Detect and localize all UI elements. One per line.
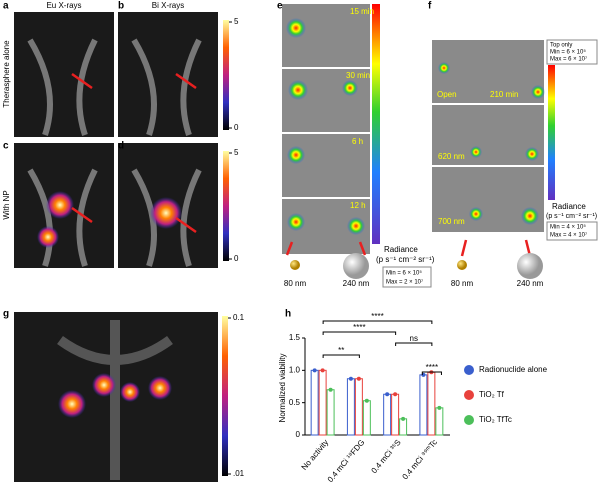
column-title: Bi X-rays <box>152 1 184 10</box>
note: Top only <box>550 43 572 49</box>
legend-marker <box>464 415 474 425</box>
bar-point <box>348 376 353 381</box>
legend-label: TiO₂ Tf <box>479 390 505 399</box>
bar <box>383 393 392 436</box>
bar-point <box>401 416 406 421</box>
time-label: 12 h <box>350 201 366 210</box>
significance-bracket <box>322 331 397 335</box>
y-tick-label: 1.0 <box>289 365 301 374</box>
y-tick-label: 0.5 <box>289 398 301 407</box>
legend-marker <box>464 365 474 375</box>
significance-label: **** <box>371 312 383 321</box>
bar <box>326 389 335 436</box>
bar <box>346 378 355 436</box>
bar-point <box>328 387 333 392</box>
significance-bracket <box>395 342 433 346</box>
panel-letter: g <box>3 309 9 320</box>
size-label: 240 nm <box>343 279 370 288</box>
x-tick-label: 0.4 mCi ¹⁸FDG <box>326 438 367 484</box>
bar-point <box>356 376 361 381</box>
size-label: 240 nm <box>517 279 544 288</box>
legend-label: Radionuclide alone <box>479 365 548 374</box>
bar <box>419 374 428 436</box>
radiance-unit: (p s⁻¹ cm⁻² sr⁻¹) <box>546 213 597 220</box>
panel-letter: d <box>118 141 124 152</box>
bar-point <box>364 398 369 403</box>
row-title: With NP <box>2 190 11 219</box>
colorbar-tick-label: 5 <box>234 148 239 157</box>
significance-label: ** <box>338 346 344 355</box>
condition-label: Open <box>437 90 457 99</box>
significance-label: ns <box>410 334 418 343</box>
panels-ab-cd: a b c d Eu X-rays Bi X-rays Therasphere … <box>2 1 229 268</box>
range-label: Max = 2 × 10⁷ <box>386 279 423 286</box>
bar <box>435 407 444 436</box>
time-label: 30 min <box>346 71 370 80</box>
legend-marker <box>464 390 474 400</box>
colorbar-tick-label: .01 <box>233 469 245 478</box>
colorbar-tick-label: 0 <box>234 254 239 263</box>
bar-point <box>385 392 390 397</box>
condition-label: 700 nm <box>438 217 465 226</box>
panel-e: 15 min 30 min 6 h 12 h 80 nm 240 nm Radi… <box>277 1 435 288</box>
panel-letter: c <box>3 141 9 152</box>
bar <box>354 378 363 436</box>
range-label: Min = 6 × 10⁵ <box>386 270 422 277</box>
bar <box>318 369 327 436</box>
bar-point <box>312 368 317 373</box>
size-label: 80 nm <box>284 279 307 288</box>
y-tick-label: 0 <box>296 430 301 439</box>
panel-g: g <box>3 309 228 482</box>
x-tick-label: No activity <box>300 438 331 472</box>
significance-bracket <box>421 371 442 375</box>
bar-point <box>393 392 398 397</box>
bar <box>399 418 408 436</box>
colorbar-tick-label: 0 <box>234 123 239 132</box>
x-tick-label: 0.4 mCi ⁹⁹ᵐTc <box>400 438 439 481</box>
time-label: 6 h <box>352 137 363 146</box>
radiance-label: Radiance <box>384 245 418 254</box>
radiance-label: Radiance <box>552 202 586 211</box>
significance-label: **** <box>426 363 438 372</box>
condition-label: 210 min <box>490 90 518 99</box>
panel-f: Open 210 min 620 nm 700 nm Top only Min … <box>428 1 598 288</box>
bar <box>391 393 400 436</box>
range-label: Max = 4 × 10⁷ <box>550 232 587 239</box>
panel-letter: e <box>277 1 283 12</box>
bar <box>427 371 436 436</box>
y-axis-label: Normalized viability <box>278 354 287 423</box>
range-label: Min = 6 × 10⁵ <box>550 49 586 56</box>
colorbar-tick-label: 0.1 <box>233 313 245 322</box>
bar <box>310 369 319 436</box>
range-label: Max = 6 × 10⁷ <box>550 56 587 63</box>
bar-point <box>320 368 325 373</box>
panel-letter: a <box>3 1 9 12</box>
significance-bracket <box>322 354 360 358</box>
x-tick-label: 0.4 mCi ³⁵S <box>369 438 402 475</box>
time-label: 15 min <box>350 7 374 16</box>
colorbar-tick-label: 5 <box>234 17 239 26</box>
condition-label: 620 nm <box>438 152 465 161</box>
panel-letter: b <box>118 1 124 12</box>
bar <box>362 400 371 436</box>
significance-bracket <box>322 320 433 324</box>
range-label: Min = 4 × 10⁵ <box>550 224 586 231</box>
panel-letter: h <box>285 309 291 320</box>
bar-point <box>437 405 442 410</box>
radiance-unit: (p s⁻¹ cm⁻² sr⁻¹) <box>376 255 435 264</box>
column-title: Eu X-rays <box>46 1 81 10</box>
size-label: 80 nm <box>451 279 474 288</box>
y-tick-label: 1.5 <box>289 333 301 342</box>
legend-label: TiO₂ TfTc <box>479 415 512 424</box>
row-title: Therasphere alone <box>2 40 11 108</box>
panel-letter: f <box>428 1 432 12</box>
significance-label: **** <box>353 323 365 332</box>
